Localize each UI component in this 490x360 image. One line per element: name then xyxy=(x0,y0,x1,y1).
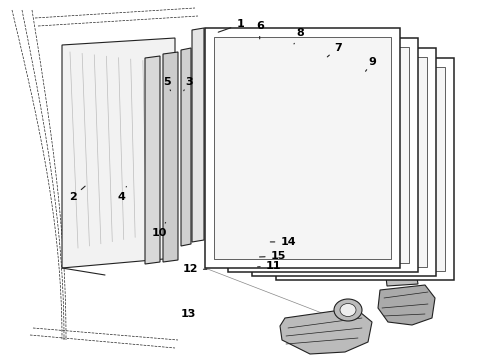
Ellipse shape xyxy=(340,303,356,316)
Polygon shape xyxy=(261,57,427,267)
Text: 9: 9 xyxy=(366,57,376,71)
Polygon shape xyxy=(181,48,191,246)
Text: 14: 14 xyxy=(270,237,296,247)
Polygon shape xyxy=(62,38,175,268)
Polygon shape xyxy=(295,222,342,252)
Text: 15: 15 xyxy=(260,251,286,261)
Polygon shape xyxy=(388,232,432,263)
Text: 2: 2 xyxy=(69,186,85,202)
Text: 4: 4 xyxy=(118,186,126,202)
Polygon shape xyxy=(205,28,400,268)
Polygon shape xyxy=(163,52,178,262)
Text: 5: 5 xyxy=(163,77,171,91)
Text: 8: 8 xyxy=(294,28,304,44)
Polygon shape xyxy=(285,67,445,271)
Polygon shape xyxy=(214,37,391,259)
Text: 7: 7 xyxy=(327,42,342,57)
Polygon shape xyxy=(228,38,418,272)
Text: 11: 11 xyxy=(258,261,281,271)
Polygon shape xyxy=(192,28,204,242)
Polygon shape xyxy=(252,48,436,276)
Ellipse shape xyxy=(334,299,362,321)
Polygon shape xyxy=(280,308,372,354)
Polygon shape xyxy=(385,266,418,286)
Text: 6: 6 xyxy=(256,21,264,39)
Text: 12: 12 xyxy=(182,264,207,274)
Polygon shape xyxy=(378,285,435,325)
Polygon shape xyxy=(276,58,454,280)
Polygon shape xyxy=(237,47,409,263)
Polygon shape xyxy=(145,56,160,264)
Text: 1: 1 xyxy=(218,19,244,32)
Text: 13: 13 xyxy=(181,309,196,319)
Text: 3: 3 xyxy=(184,77,193,91)
Text: 10: 10 xyxy=(151,222,167,238)
